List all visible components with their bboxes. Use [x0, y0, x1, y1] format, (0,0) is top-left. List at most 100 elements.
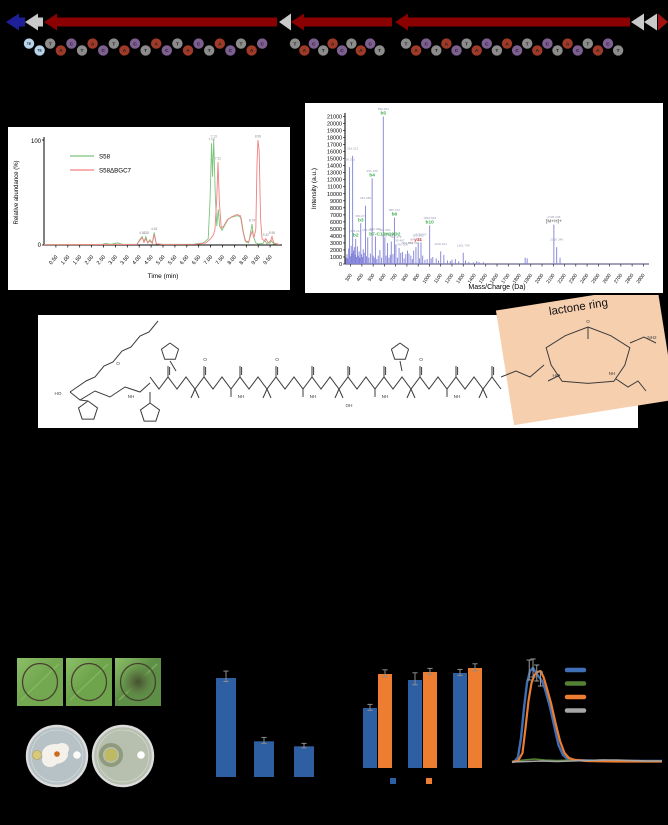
gene-arrow [279, 13, 291, 31]
svg-text:NH: NH [310, 394, 317, 399]
marker-circle [119, 662, 157, 702]
svg-text:702.476: 702.476 [390, 235, 401, 239]
svg-text:2105.248: 2105.248 [547, 215, 560, 219]
svg-text:A: A [414, 48, 418, 54]
domain-circle-C [257, 38, 268, 49]
svg-text:C: C [260, 41, 264, 47]
svg-text:18000: 18000 [327, 136, 342, 142]
svg-text:C: C [101, 48, 105, 54]
domain-circle-T [552, 45, 563, 56]
svg-text:A: A [250, 48, 254, 54]
legend-swatch-orange [426, 778, 432, 784]
svg-text:HO: HO [55, 391, 62, 396]
chromatogram-chart: 100 0 0.50 1.00 1.50 2.00 2.50 3.00 3.50 4.00 4.50… [8, 127, 290, 290]
svg-text:15000: 15000 [327, 157, 342, 163]
svg-text:2000: 2000 [330, 248, 342, 254]
ion-annotation: b2 [353, 233, 359, 239]
svg-text:C: C [368, 41, 372, 47]
gene-arrow [291, 13, 304, 31]
svg-text:859.561: 859.561 [408, 241, 419, 245]
svg-text:5.00: 5.00 [155, 254, 166, 266]
molecule-atom-labels: HO O NH O NH O NH OH NH O NH HO O NH NH2 [55, 319, 657, 408]
domain-circle-T [108, 38, 120, 49]
svg-text:2000: 2000 [534, 272, 545, 284]
domain-circle-A [299, 45, 310, 56]
gene-arrow [658, 13, 668, 31]
svg-text:2600: 2600 [602, 272, 613, 284]
svg-text:700: 700 [389, 272, 399, 282]
svg-text:TE: TE [37, 49, 42, 53]
svg-text:318.312: 318.312 [347, 146, 358, 150]
svg-text:9.00: 9.00 [251, 254, 262, 266]
svg-text:T: T [495, 48, 498, 54]
svg-text:0: 0 [38, 243, 42, 249]
svg-text:T: T [294, 41, 297, 47]
mass-spectrum-plot: 0100020003000400050006000700080009000100… [311, 113, 649, 291]
svg-text:T: T [586, 41, 589, 47]
ion-annotation: b10 [426, 219, 435, 225]
svg-text:A: A [186, 48, 190, 54]
svg-text:O: O [275, 357, 279, 362]
svg-text:A: A [91, 41, 95, 47]
domain-circle-C [161, 45, 172, 56]
svg-text:1000: 1000 [422, 272, 433, 284]
svg-text:1700: 1700 [500, 272, 511, 284]
svg-text:901.551: 901.551 [413, 233, 424, 237]
gene-arrow [6, 13, 19, 31]
svg-text:NH: NH [238, 394, 245, 399]
svg-text:T: T [350, 41, 353, 47]
svg-text:T: T [208, 48, 211, 54]
svg-text:8.99: 8.99 [255, 134, 261, 138]
leaf-photo-3 [115, 658, 161, 706]
bar [216, 678, 236, 777]
svg-text:452.302: 452.302 [362, 228, 373, 232]
domain-circle-A [182, 45, 194, 56]
domain-circle-C [98, 45, 109, 56]
legend-swatch-blue [390, 778, 396, 784]
svg-text:A: A [59, 48, 63, 54]
svg-text:HO: HO [553, 373, 560, 378]
svg-text:C: C [133, 41, 137, 47]
svg-text:1400: 1400 [467, 272, 478, 284]
grouped-bar-chart [363, 663, 482, 784]
svg-text:520.366: 520.366 [370, 227, 381, 231]
ion-annotation: b3 [358, 217, 364, 223]
svg-text:T: T [556, 48, 559, 54]
svg-text:C: C [340, 48, 344, 54]
svg-text:0: 0 [339, 262, 342, 268]
bar [294, 746, 314, 777]
bar [254, 741, 274, 777]
curve-0 [511, 666, 662, 764]
svg-text:1000: 1000 [330, 255, 342, 261]
gene-arrow [395, 13, 408, 31]
domain-circle-C [225, 45, 236, 56]
svg-text:8.50: 8.50 [239, 254, 250, 266]
bar-legend [390, 778, 432, 784]
svg-text:C: C [606, 41, 610, 47]
domain-circle-T [522, 38, 533, 49]
svg-text:T: T [405, 41, 408, 47]
paper-disc [137, 751, 145, 759]
domain-circle-T [346, 38, 357, 49]
domain-circle-A [441, 38, 452, 49]
svg-text:8.00: 8.00 [227, 254, 238, 266]
svg-text:1100.641: 1100.641 [434, 242, 447, 246]
svg-text:100: 100 [31, 139, 42, 145]
domain-circle-A [214, 38, 225, 49]
svg-text:C: C [515, 48, 519, 54]
svg-text:2.00: 2.00 [84, 254, 95, 266]
svg-text:1301.745: 1301.745 [457, 243, 470, 247]
svg-text:7.00: 7.00 [203, 254, 214, 266]
svg-text:A: A [303, 48, 307, 54]
svg-text:2200: 2200 [557, 272, 568, 284]
svg-text:4.50: 4.50 [143, 254, 154, 266]
svg-text:2.50: 2.50 [96, 254, 107, 266]
svg-text:A: A [445, 41, 449, 47]
svg-text:10000: 10000 [327, 192, 342, 198]
svg-text:3.00: 3.00 [108, 254, 119, 266]
svg-text:4.00: 4.00 [132, 254, 143, 266]
leaf-photo-1 [17, 658, 63, 706]
domain-circle-T [140, 45, 151, 56]
